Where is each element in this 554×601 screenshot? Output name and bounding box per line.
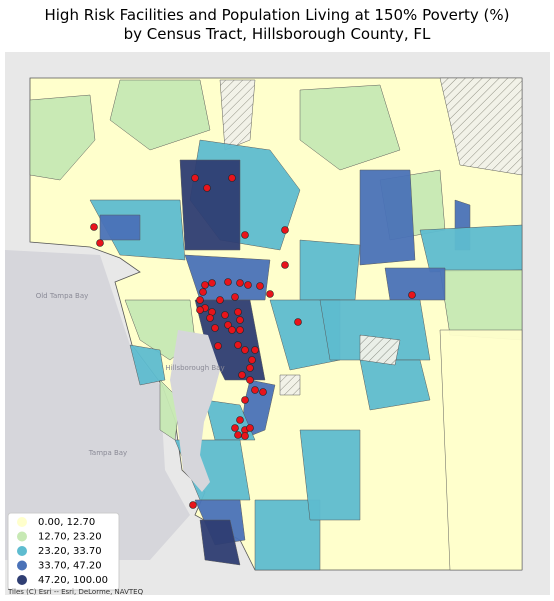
facility — [236, 279, 244, 287]
hatched-tract — [279, 374, 301, 396]
hatched-tract — [359, 334, 401, 366]
facility — [281, 261, 289, 269]
tract — [419, 224, 523, 273]
legend-swatch — [17, 560, 27, 571]
map-label: Hillsborough Bay — [165, 364, 224, 372]
tract — [359, 169, 416, 266]
facility — [231, 424, 239, 432]
hatched-tract — [439, 77, 523, 176]
facility — [216, 296, 224, 304]
facility — [90, 223, 98, 231]
facility — [251, 346, 259, 354]
hatched-tract — [219, 79, 256, 151]
water — [170, 330, 220, 492]
facility — [241, 231, 249, 239]
legend-swatch — [17, 575, 27, 585]
facility — [246, 376, 254, 384]
facility — [201, 281, 209, 289]
facility — [224, 278, 232, 286]
legend: 0.00, 12.70 12.70, 23.20 23.20, 33.70 33.70… — [7, 512, 120, 591]
facility — [234, 431, 242, 439]
facility — [206, 314, 214, 322]
water — [5, 250, 190, 560]
facility — [228, 326, 236, 334]
facility — [259, 388, 267, 396]
facility — [241, 432, 249, 440]
tract — [319, 299, 431, 361]
facility — [208, 279, 216, 287]
tract — [184, 254, 271, 301]
legend-swatch — [17, 517, 27, 527]
tract — [29, 94, 96, 181]
tract — [254, 499, 321, 571]
facility — [221, 311, 229, 319]
facility — [234, 308, 242, 316]
legend-label: 0.00, 12.70 — [38, 517, 95, 528]
legend-box — [7, 512, 120, 591]
facility — [256, 282, 264, 290]
facility — [281, 226, 289, 234]
facility — [196, 306, 204, 314]
tract — [439, 269, 523, 341]
legend-swatch — [17, 546, 27, 556]
facility — [199, 288, 207, 296]
tract — [109, 79, 211, 151]
facility — [191, 174, 199, 182]
tract — [99, 214, 141, 241]
facility — [96, 239, 104, 247]
facility — [196, 296, 204, 304]
tract — [179, 159, 241, 251]
facility — [236, 316, 244, 324]
facility — [234, 341, 242, 349]
facility — [244, 281, 252, 289]
legend-label: 33.70, 47.20 — [38, 561, 102, 572]
tract — [439, 329, 523, 571]
facility — [224, 321, 232, 329]
facility — [241, 346, 249, 354]
legend-label: 12.70, 23.20 — [38, 532, 102, 543]
facility — [248, 356, 256, 364]
facility — [236, 416, 244, 424]
facility — [189, 501, 197, 509]
tract — [129, 344, 166, 386]
facility — [246, 424, 254, 432]
facility — [236, 326, 244, 334]
facility — [231, 293, 239, 301]
facility — [211, 324, 219, 332]
tract — [384, 267, 446, 301]
facility — [251, 386, 259, 394]
tracts — [29, 77, 523, 571]
map-label: Tampa Bay — [88, 449, 127, 457]
title-line: High Risk Facilities and Population Livi… — [44, 6, 509, 24]
facility — [294, 318, 302, 326]
legend-swatch — [17, 531, 27, 542]
tract — [299, 429, 361, 521]
title-line: by Census Tract, Hillsborough County, FL — [124, 25, 431, 43]
tract — [359, 359, 431, 411]
attribution: Tiles (C) Esri -- Esri, DeLorme, NAVTEQ — [7, 588, 144, 596]
legend-label: 47.20, 100.00 — [38, 575, 108, 586]
tract — [299, 84, 401, 171]
facility — [266, 290, 274, 298]
facilities — [90, 174, 416, 509]
tract — [199, 519, 241, 566]
facility — [214, 342, 222, 350]
facility — [238, 371, 246, 379]
facility — [246, 364, 254, 372]
map-label: Old Tampa Bay — [36, 292, 89, 300]
tract — [299, 239, 361, 301]
facility — [203, 184, 211, 192]
facility — [408, 291, 416, 299]
facility — [241, 396, 249, 404]
legend-label: 23.20, 33.70 — [38, 546, 102, 557]
facility — [228, 174, 236, 182]
